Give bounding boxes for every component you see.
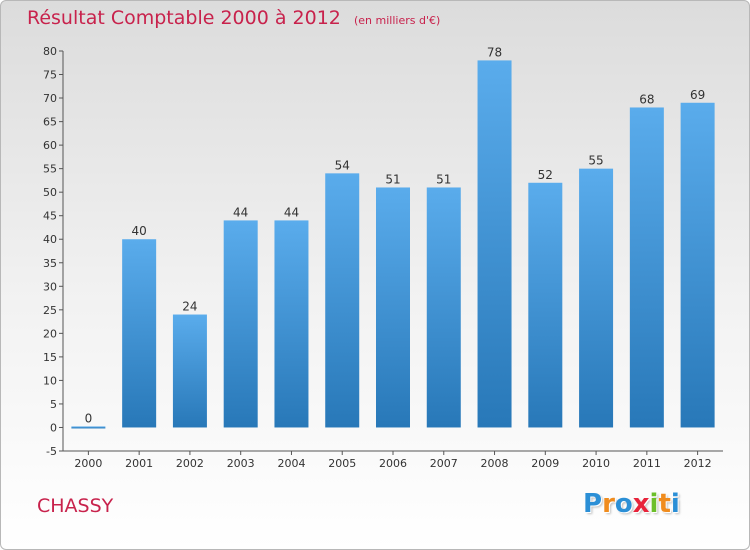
y-tick-label: 30 <box>43 280 57 293</box>
y-tick-label: -5 <box>46 445 57 458</box>
x-tick-label: 2006 <box>379 457 407 470</box>
labels: -5 0 5 10 15 20 25 30 35 40 45 50 55 60 65 70 75 80 0 2000 4… <box>43 45 712 470</box>
y-tick-label: 75 <box>43 69 57 82</box>
y-tick-label: 20 <box>43 327 57 340</box>
bar-value-label: 54 <box>335 158 350 172</box>
commune-name: CHASSY <box>37 495 114 517</box>
axes <box>59 50 723 455</box>
y-tick-label: 55 <box>43 163 57 176</box>
bar-2001 <box>122 239 157 428</box>
bar-2004 <box>274 220 309 428</box>
y-tick-label: 5 <box>50 398 57 411</box>
y-tick-label: 45 <box>43 210 57 223</box>
bar-2002 <box>172 314 207 428</box>
y-tick-label: 15 <box>43 351 57 364</box>
x-tick-label: 2004 <box>277 457 305 470</box>
bar-value-label: 68 <box>639 92 654 106</box>
bar-2008 <box>477 60 512 428</box>
bar-2012 <box>680 102 715 428</box>
chart-subtitle: (en milliers d'€) <box>353 14 441 27</box>
brand-letter: P <box>583 489 603 519</box>
brand-letter: i <box>670 489 680 519</box>
y-tick-label: 60 <box>43 139 57 152</box>
bar-value-label: 24 <box>182 300 197 314</box>
brand-logo: Proxiti <box>583 489 680 519</box>
x-tick-label: 2008 <box>481 457 509 470</box>
y-tick-label: 10 <box>43 374 57 387</box>
bar-value-label: 78 <box>487 45 502 59</box>
y-tick-label: 40 <box>43 233 57 246</box>
title-row: Résultat Comptable 2000 à 2012 (en milli… <box>27 7 440 29</box>
bar-2009 <box>528 182 563 428</box>
x-tick-label: 2012 <box>684 457 712 470</box>
x-tick-label: 2003 <box>227 457 255 470</box>
y-tick-label: 35 <box>43 257 57 270</box>
bar-value-label: 44 <box>284 205 299 219</box>
bar-value-label: 52 <box>538 168 553 182</box>
y-tick-label: 80 <box>43 45 57 58</box>
bar-value-label: 44 <box>233 205 248 219</box>
x-tick-label: 2005 <box>328 457 356 470</box>
x-tick-label: 2010 <box>582 457 610 470</box>
x-tick-label: 2011 <box>633 457 661 470</box>
x-tick-label: 2001 <box>125 457 153 470</box>
bar-2011 <box>629 107 664 428</box>
brand-letter: x <box>632 489 650 519</box>
x-tick-label: 2007 <box>430 457 458 470</box>
bar-2003 <box>223 220 258 428</box>
brand-letter: t <box>658 489 671 519</box>
chart-title: Résultat Comptable 2000 à 2012 <box>27 7 341 29</box>
bar-2006 <box>376 187 410 428</box>
y-tick-label: 65 <box>43 116 57 129</box>
x-tick-label: 2000 <box>74 457 102 470</box>
brand-letter: o <box>614 489 633 519</box>
bar-2005 <box>325 173 360 428</box>
y-tick-label: 0 <box>50 421 57 434</box>
bar-value-label: 55 <box>588 154 603 168</box>
bar-value-label: 51 <box>385 172 400 186</box>
bar-2007 <box>426 187 461 428</box>
x-tick-label: 2009 <box>531 457 559 470</box>
bar-value-label: 0 <box>85 411 93 425</box>
bar-value-label: 69 <box>690 88 705 102</box>
x-tick-label: 2002 <box>176 457 204 470</box>
brand-letter: i <box>649 489 659 519</box>
y-tick-label: 50 <box>43 186 57 199</box>
bar-value-label: 51 <box>436 172 451 186</box>
bar-2010 <box>579 168 614 428</box>
bars <box>71 60 715 429</box>
y-tick-label: 70 <box>43 92 57 105</box>
y-tick-label: 25 <box>43 304 57 317</box>
bar-2000 <box>71 426 106 429</box>
brand-letter: r <box>602 489 615 519</box>
bar-value-label: 40 <box>132 224 147 238</box>
